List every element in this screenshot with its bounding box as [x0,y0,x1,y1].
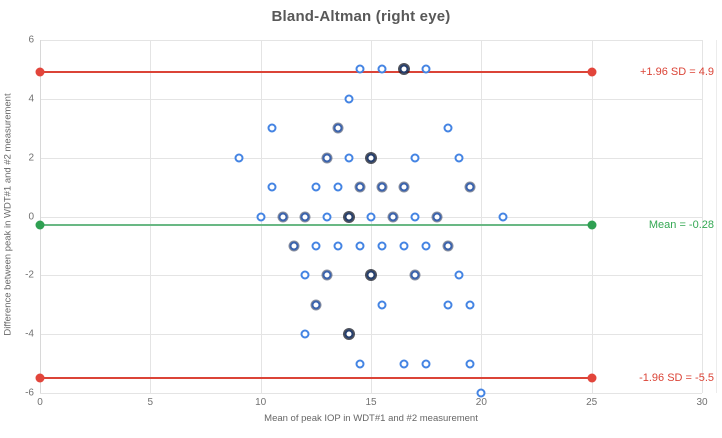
mean-line [40,223,592,226]
data-point [388,212,398,221]
data-point [322,212,332,221]
lower-loa-endpoint-dot [35,373,45,383]
data-point [289,241,299,251]
x-tick-label: 20 [475,397,487,408]
y-tick-label: -2 [25,269,34,281]
data-point [344,329,354,339]
data-point [355,241,365,251]
data-point [399,64,409,74]
lower-loa-label: -1.96 SD = -5.5 [639,372,714,385]
gridline-horizontal [40,40,702,41]
data-point [410,153,420,163]
lower-loa-line [40,377,592,380]
upper-loa-endpoint-dot [35,67,45,77]
data-point [377,182,387,192]
gridline-horizontal [40,98,702,100]
data-point [421,241,431,251]
data-point [377,64,387,74]
data-point [443,300,453,310]
data-point [322,270,332,280]
data-point [421,359,431,369]
x-tick-label: 10 [255,397,267,408]
lower-loa-endpoint-dot [587,373,597,383]
data-point [278,212,288,221]
data-point [399,241,409,251]
data-point [344,94,354,104]
data-point [465,359,475,369]
mean-label: Mean = -0.28 [648,218,714,231]
gridline-horizontal [40,393,702,394]
x-tick-label: 15 [365,397,377,408]
chart-title: Bland-Altman (right eye) [271,8,451,25]
data-point [410,212,420,221]
x-tick-label: 0 [37,397,43,408]
data-point [333,241,343,251]
data-point [498,212,508,221]
data-point [355,182,365,192]
data-point [311,241,321,251]
data-point [366,270,376,280]
data-point [399,359,409,369]
data-point [410,270,420,280]
data-point [366,153,376,163]
data-point [465,182,475,192]
y-axis-line [40,40,41,393]
data-point [333,123,343,133]
data-point [432,212,442,221]
data-point [443,123,453,133]
data-point [333,182,343,192]
upper-loa-endpoint-dot [587,67,597,77]
mean-endpoint-dot [35,220,45,230]
data-point [366,212,376,221]
data-point [267,182,277,192]
x-axis-title: Mean of peak IOP in WDT#1 and #2 measure… [264,413,478,424]
data-point [355,64,365,74]
data-point [443,241,453,251]
y-tick-label: 4 [28,93,34,105]
x-tick-label: 5 [147,397,154,408]
data-point [377,241,387,251]
upper-loa-label: +1.96 SD = 4.9 [640,66,714,79]
data-point [399,182,409,192]
data-point [421,64,431,74]
data-point [311,182,321,192]
data-point [344,212,354,221]
y-tick-label: 6 [28,34,34,46]
data-point [322,153,332,163]
data-point [311,300,321,310]
x-tick-label: 30 [696,397,708,408]
gridline-horizontal [40,334,702,336]
data-point [234,153,244,163]
y-tick-label: -4 [25,328,34,340]
y-tick-label: 0 [28,211,34,222]
data-point [300,329,310,339]
y-tick-label: -6 [25,387,34,399]
upper-loa-line [40,71,592,74]
data-point [355,359,365,369]
gridline-vertical [702,40,703,393]
plot-right-border [716,40,717,393]
x-tick-label: 25 [586,397,598,408]
data-point [454,270,464,280]
data-point [377,300,387,310]
y-tick-label: 2 [28,152,34,164]
data-point [454,153,464,163]
data-point [256,212,266,221]
data-point [300,212,310,221]
mean-endpoint-dot [587,220,597,230]
data-point [267,123,277,133]
data-point [344,153,354,163]
data-point [476,388,486,398]
data-point [300,270,310,280]
data-point [465,300,475,310]
